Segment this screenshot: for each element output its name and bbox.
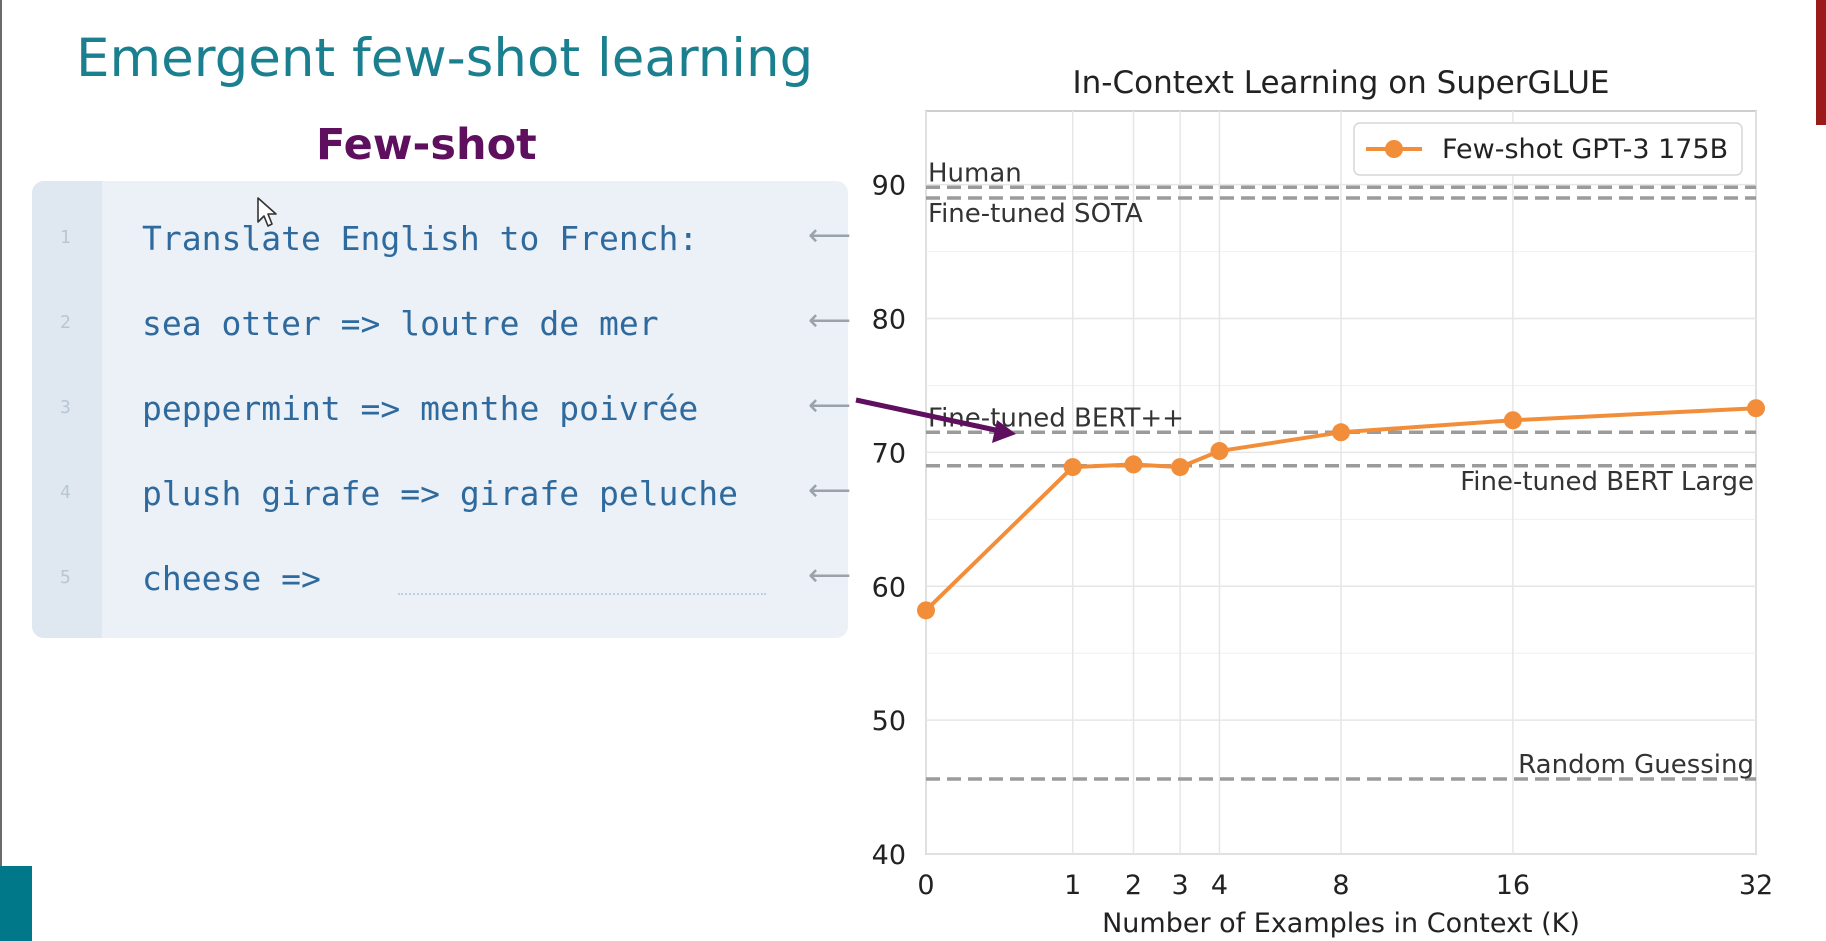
slide-left-border	[0, 0, 2, 941]
y-tick-label: 60	[872, 572, 906, 603]
reference-label: Human	[928, 158, 1022, 188]
x-tick-label: 4	[1211, 870, 1228, 901]
reference-label: Fine-tuned SOTA	[928, 199, 1143, 229]
prompt-line-5: 5 cheese =>	[32, 553, 848, 603]
data-point	[1171, 458, 1190, 477]
y-tick-label: 70	[872, 438, 906, 469]
prompt-line-1: 1 Translate English to French:	[32, 213, 848, 263]
data-point	[917, 601, 935, 620]
y-tick-label: 40	[872, 840, 906, 871]
reference-label: Fine-tuned BERT Large	[1460, 467, 1754, 497]
left-arrow-icon: ⟵	[808, 218, 852, 253]
x-tick-label: 16	[1496, 870, 1530, 901]
data-point	[1332, 423, 1350, 442]
legend-box	[1353, 122, 1743, 176]
data-point	[1503, 411, 1522, 430]
annotation-arrowhead	[992, 420, 1016, 443]
chart-title: In-Context Learning on SuperGLUE	[1072, 65, 1609, 101]
prompt-text: peppermint => menthe poivrée	[142, 389, 699, 428]
mouse-cursor-icon	[257, 197, 277, 227]
prompt-code-panel: 1 Translate English to French: 2 sea ott…	[32, 181, 848, 638]
series-line	[924, 406, 1757, 612]
prompt-line-2: 2 sea otter => loutre de mer	[32, 298, 848, 348]
reference-label: Fine-tuned BERT++	[928, 403, 1184, 433]
left-arrow-icon: ⟵	[808, 388, 852, 423]
line-number: 3	[60, 397, 71, 418]
x-tick-label: 0	[917, 870, 934, 901]
accent-bar	[0, 866, 32, 941]
x-tick-label: 1	[1064, 870, 1081, 901]
data-point	[1747, 399, 1765, 418]
prompt-line-4: 4 plush girafe => girafe peluche	[32, 468, 848, 518]
few-shot-heading: Few-shot	[316, 120, 537, 170]
prompt-text: Translate English to French:	[142, 219, 699, 258]
data-point	[1124, 455, 1143, 474]
line-number: 4	[60, 482, 71, 503]
data-point	[1063, 458, 1082, 477]
x-axis-label: Number of Examples in Context (K)	[1102, 908, 1580, 939]
x-tick-label: 3	[1172, 870, 1189, 901]
line-number: 5	[60, 567, 71, 588]
prompt-text: cheese =>	[142, 559, 321, 598]
left-arrow-icon: ⟵	[808, 473, 852, 508]
legend-label: Few-shot GPT-3 175B	[1442, 134, 1728, 165]
prompt-text: sea otter => loutre de mer	[142, 304, 659, 343]
x-tick-label: 8	[1332, 870, 1349, 901]
y-tick-label: 90	[872, 171, 906, 202]
prompt-line-3: 3 peppermint => menthe poivrée	[32, 383, 848, 433]
y-tick-label: 50	[872, 706, 906, 737]
line-number: 1	[60, 227, 71, 248]
legend-marker	[1385, 140, 1403, 158]
prompt-text: plush girafe => girafe peluche	[142, 474, 739, 513]
corner-accent-mark	[1816, 0, 1826, 125]
x-tick-label: 32	[1739, 870, 1773, 901]
left-arrow-icon: ⟵	[808, 558, 852, 593]
slide-title: Emergent few-shot learning	[76, 28, 814, 89]
line-number-gutter	[32, 181, 102, 638]
reference-label: Random Guessing	[1518, 750, 1754, 780]
answer-blank	[398, 593, 766, 595]
line-number: 2	[60, 312, 71, 333]
y-tick-label: 80	[872, 305, 906, 336]
annotation-arrow	[855, 397, 1001, 434]
x-tick-label: 2	[1125, 870, 1142, 901]
left-arrow-icon: ⟵	[808, 303, 852, 338]
data-point	[1210, 442, 1229, 461]
